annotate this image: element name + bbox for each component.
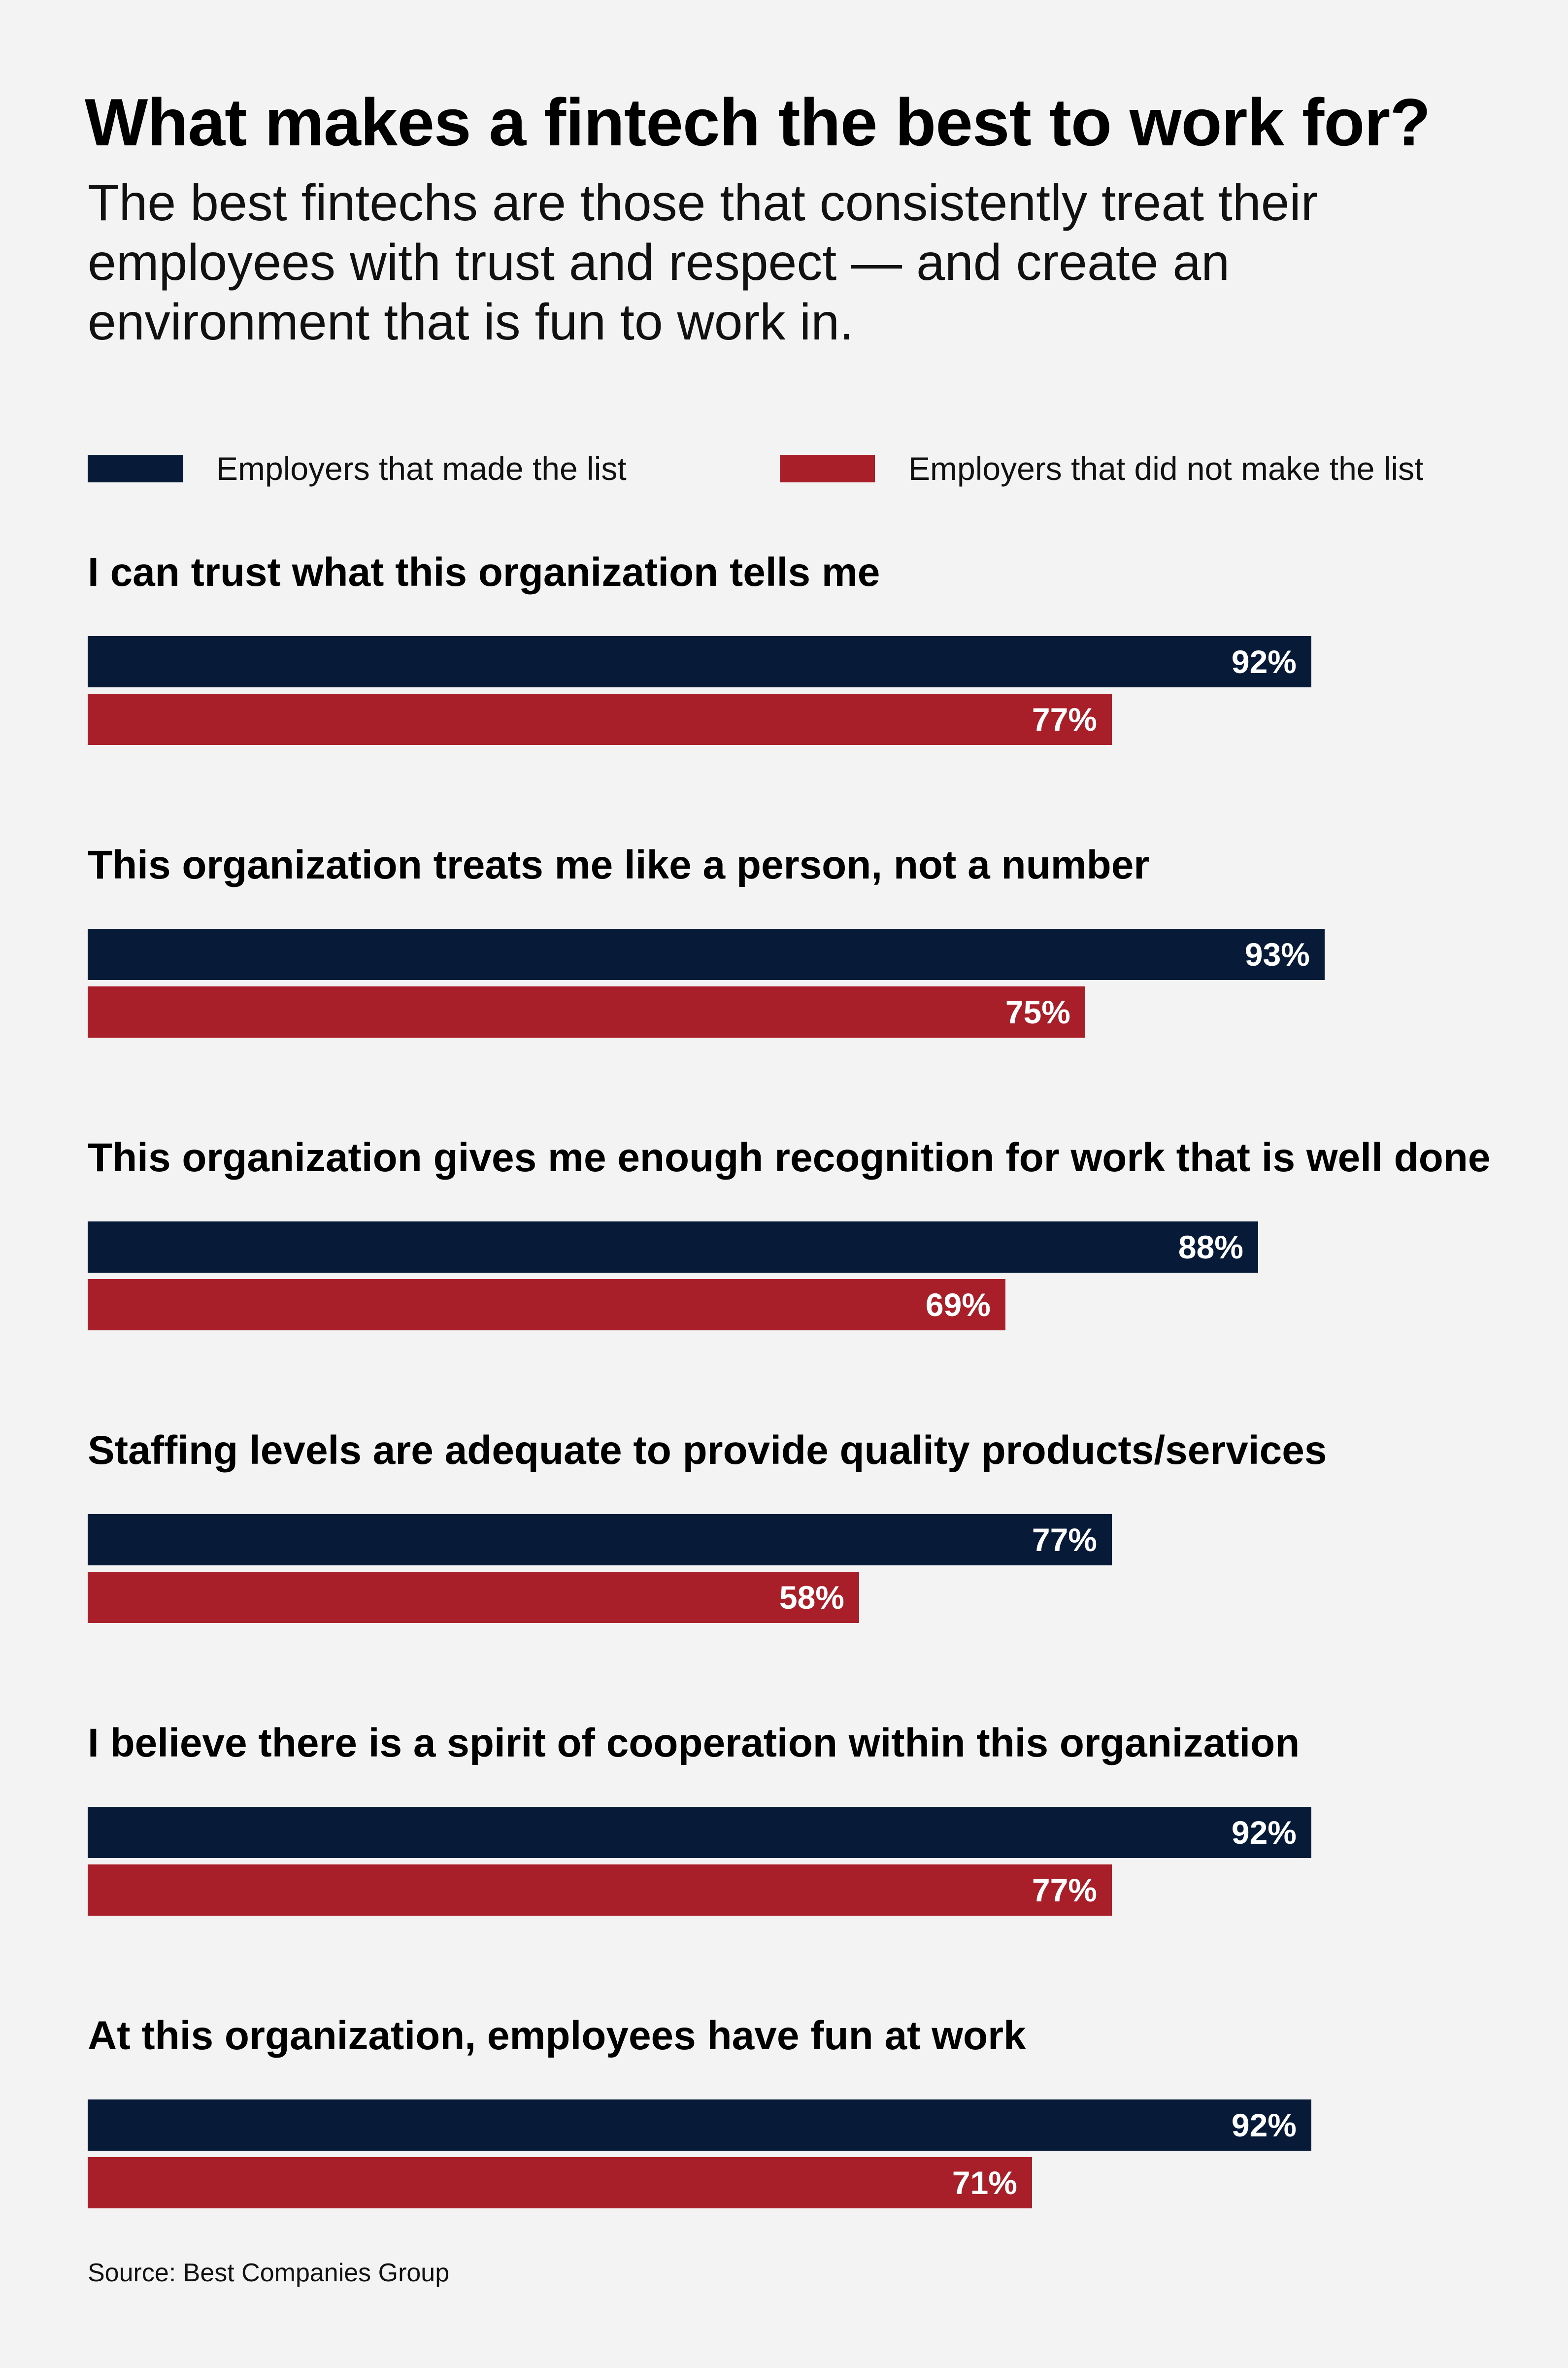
category-label: I can trust what this organization tells…: [88, 550, 880, 595]
chart-title: What makes a fintech the best to work fo…: [85, 85, 1431, 160]
bar-group: This organization gives me enough recogn…: [88, 1136, 1516, 1343]
data-label: 92%: [1231, 1814, 1297, 1851]
category-label: This organization treats me like a perso…: [88, 843, 1150, 887]
bar-group: I believe there is a spirit of cooperati…: [88, 1721, 1516, 1928]
bar-made-list: 92%: [88, 2099, 1311, 2151]
source-note: Source: Best Companies Group: [88, 2259, 450, 2287]
data-label: 75%: [1005, 994, 1070, 1030]
bar-not-made-list: 58%: [88, 1572, 859, 1623]
data-label: 77%: [1032, 701, 1097, 738]
data-label: 58%: [779, 1579, 844, 1616]
category-label: At this organization, employees have fun…: [88, 2013, 1026, 2058]
chart-subtitle: The best fintechs are those that consist…: [88, 174, 1318, 351]
bar-not-made-list: 69%: [88, 1279, 1005, 1330]
bar-made-list: 88%: [88, 1221, 1258, 1273]
data-label: 92%: [1231, 643, 1297, 680]
bar-made-list: 92%: [88, 1807, 1311, 1858]
data-label: 69%: [925, 1286, 991, 1323]
legend-label: Employers that made the list: [216, 450, 627, 487]
data-label: 77%: [1032, 1522, 1097, 1558]
data-label: 88%: [1178, 1229, 1243, 1265]
category-label: I believe there is a spirit of cooperati…: [88, 1721, 1300, 1765]
bar-made-list: 92%: [88, 636, 1311, 687]
data-label: 77%: [1032, 1872, 1097, 1908]
legend-swatch-navy: [88, 455, 183, 482]
data-label: 93%: [1244, 936, 1310, 973]
legend-swatch-red: [780, 455, 875, 482]
bar-not-made-list: 71%: [88, 2157, 1032, 2208]
data-label: 71%: [952, 2165, 1017, 2201]
bar-group: I can trust what this organization tells…: [88, 550, 1516, 757]
legend-item-made-list: Employers that made the list: [88, 450, 627, 487]
bar-made-list: 77%: [88, 1514, 1112, 1565]
category-label: Staffing levels are adequate to provide …: [88, 1428, 1327, 1473]
category-label: This organization gives me enough recogn…: [88, 1135, 1491, 1180]
legend-label: Employers that did not make the list: [908, 450, 1424, 487]
legend-item-not-made-list: Employers that did not make the list: [780, 450, 1424, 487]
bar-not-made-list: 77%: [88, 1864, 1112, 1916]
bar-group: At this organization, employees have fun…: [88, 2014, 1516, 2221]
data-label: 92%: [1231, 2107, 1297, 2143]
bar-group: This organization treats me like a perso…: [88, 843, 1516, 1050]
bar-not-made-list: 77%: [88, 694, 1112, 745]
bar-group: Staffing levels are adequate to provide …: [88, 1428, 1516, 1635]
bar-made-list: 93%: [88, 929, 1325, 980]
bar-not-made-list: 75%: [88, 986, 1085, 1038]
